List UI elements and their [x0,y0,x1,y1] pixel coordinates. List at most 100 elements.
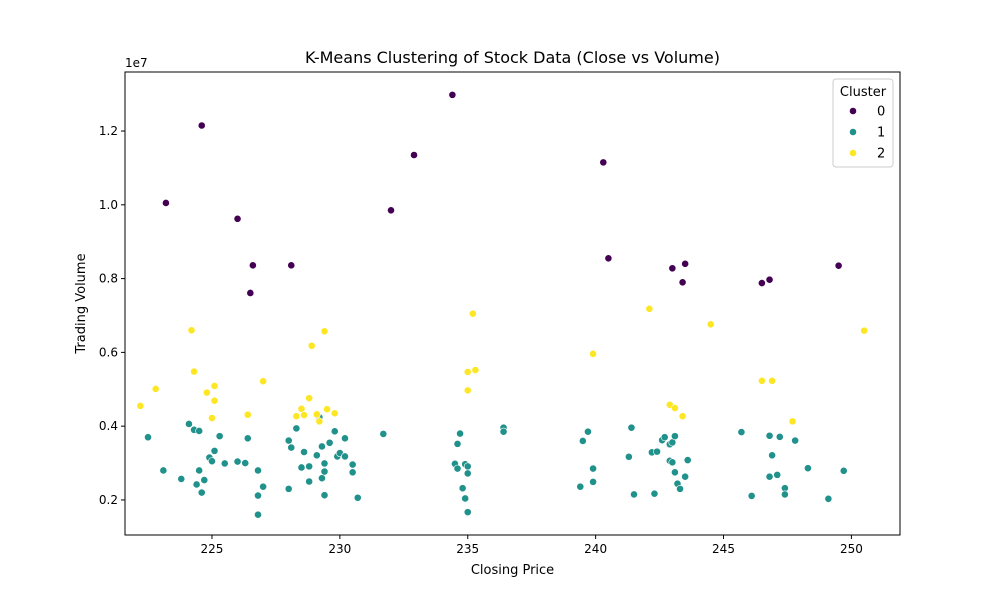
cluster-2-point [305,394,314,403]
y-tick-label: 1.2 [99,124,118,138]
cluster-1-point [839,466,848,475]
cluster-1-point [671,468,679,477]
cluster-1-point [300,448,308,456]
cluster-1-point [653,447,661,456]
legend-marker-0 [849,107,857,115]
cluster-2-point [678,412,687,421]
cluster-1-point [453,439,462,448]
cluster-1-point [461,494,470,503]
cluster-0-point [448,90,457,99]
cluster-0-point [287,261,296,270]
cluster-1-point [630,490,638,499]
cluster-1-point [159,466,168,475]
y-axis-ticks: 0.2 0.4 0.6 0.8 1.0 1.2 [99,124,125,507]
cluster-0-point [246,289,255,297]
cluster-1-point [330,427,339,436]
x-tick-label: 245 [712,542,735,556]
legend-marker-1 [849,128,857,136]
cluster-2-point [312,410,321,419]
cluster-1-point [453,464,462,473]
cluster-1-point [325,438,334,447]
cluster-1-point [584,427,592,436]
legend-box [832,78,894,168]
legend-label-2: 2 [877,147,885,162]
cluster-0-point [387,206,395,215]
cluster-0-point [834,261,843,270]
y-tick-label: 1.0 [99,198,118,212]
cluster-1-point [320,491,329,500]
cluster-0-point [233,214,242,223]
cluster-1-point [353,493,362,502]
cluster-2-point [210,382,219,390]
cluster-0-point [765,275,774,284]
cluster-1-point [241,459,250,467]
cluster-0-point [162,199,170,207]
cluster-1-point [220,459,229,468]
cluster-2-point [671,404,679,412]
cluster-1-point [765,431,774,440]
cluster-1-point [341,452,349,461]
cluster-1-point [458,484,467,493]
legend-marker-2 [849,149,857,157]
cluster-1-point [791,436,800,445]
cluster-1-point [737,428,746,436]
cluster-1-point [624,452,633,461]
cluster-2-point [589,349,597,358]
cluster-1-point [589,477,597,486]
cluster-1-point [765,472,774,481]
cluster-2-point [292,412,301,421]
x-tick-label: 250 [840,542,863,556]
cluster-0-point [604,254,613,263]
cluster-1-point [824,494,833,503]
cluster-1-point [259,482,268,491]
cluster-1-point [233,457,242,466]
data-points [136,90,869,519]
cluster-2-point [136,401,145,410]
cluster-1-point [312,451,321,460]
cluster-1-point [318,442,326,451]
cluster-2-point [151,385,160,393]
x-tick-label: 225 [201,542,224,556]
cluster-2-point [463,368,472,376]
cluster-2-point [768,376,777,385]
x-tick-label: 235 [456,542,479,556]
cluster-1-point [195,466,204,475]
cluster-1-point [305,462,314,471]
cluster-2-point [243,410,252,419]
cluster-2-point [190,367,198,376]
cluster-1-point [773,470,782,479]
cluster-1-point [215,432,224,441]
cluster-2-point [320,327,329,336]
cluster-1-point [144,433,152,442]
cluster-2-point [300,411,308,419]
cluster-1-point [781,490,789,499]
cluster-1-point [254,491,262,500]
cluster-1-point [192,480,201,489]
x-axis-ticks: 225 230 235 240 245 250 [201,535,863,556]
cluster-1-point [627,423,636,432]
cluster-1-point [499,427,508,436]
cluster-1-point [768,451,777,460]
cluster-1-point [589,464,597,473]
x-tick-label: 240 [584,542,607,556]
cluster-2-point [330,409,339,418]
cluster-2-point [860,326,869,335]
cluster-1-point [210,446,219,455]
cluster-1-point [318,474,326,483]
cluster-1-point [379,430,388,438]
cluster-0-point [197,121,206,130]
cluster-2-point [315,417,324,426]
cluster-1-point [671,432,679,441]
cluster-1-point [254,466,262,475]
cluster-1-point [200,476,209,484]
cluster-1-point [177,475,186,483]
x-tick-label: 230 [328,542,351,556]
cluster-1-point [668,458,677,467]
legend: Cluster 0 1 2 [832,78,894,168]
cluster-1-point [348,468,357,477]
cluster-1-point [254,510,262,519]
cluster-1-point [305,477,314,486]
cluster-0-point [599,158,608,167]
cluster-1-point [463,462,472,471]
